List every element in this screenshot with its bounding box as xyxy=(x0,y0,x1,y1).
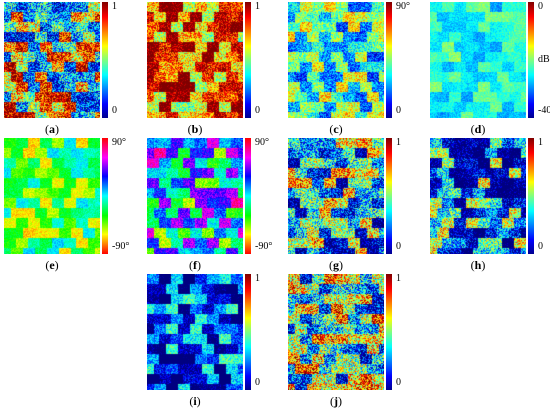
panel-caption: (f) xyxy=(189,258,201,272)
colorbar-a xyxy=(102,2,108,118)
panel-e: 90° -90° (e) xyxy=(4,137,132,272)
panel-d: 0 dB -40 (d) xyxy=(430,1,550,136)
colorbar-i xyxy=(245,274,251,390)
panel-caption: (i) xyxy=(189,394,201,408)
colorbar-g xyxy=(386,138,392,254)
map-canvas-i xyxy=(147,274,243,390)
panel-a: 1 0 (a) xyxy=(4,1,132,136)
map-image-f xyxy=(147,138,243,254)
colorbar-min-label: 0 xyxy=(112,105,117,116)
panel-h: 1 0 (h) xyxy=(430,137,550,272)
map-image-g xyxy=(288,138,384,254)
map-canvas-h xyxy=(430,138,526,254)
colorbar-min-label: 0 xyxy=(396,377,401,388)
colorbar-max-label: 90° xyxy=(396,1,410,12)
colorbar-min-label: 0 xyxy=(255,105,260,116)
colorbar-min-label: 0 xyxy=(396,241,401,252)
map-canvas-j xyxy=(288,274,384,390)
map-image-j xyxy=(288,274,384,390)
map-canvas-g xyxy=(288,138,384,254)
colorbar-max-label: 1 xyxy=(255,1,260,12)
colorbar-max-label: 90° xyxy=(255,137,269,148)
map-image-i xyxy=(147,274,243,390)
map-canvas-b xyxy=(147,2,243,118)
map-canvas-f xyxy=(147,138,243,254)
map-image-c xyxy=(288,2,384,118)
colorbar-max-label: 1 xyxy=(255,273,260,284)
colorbar-unit-label: dB xyxy=(538,54,550,65)
panel-c: 90° 0 (c) xyxy=(288,1,416,136)
panel-b: 1 0 (b) xyxy=(147,1,275,136)
colorbar-j xyxy=(386,274,392,390)
colorbar-b xyxy=(245,2,251,118)
colorbar-max-label: 1 xyxy=(396,137,401,148)
panel-f: 90° -90° (f) xyxy=(147,137,275,272)
colorbar-min-label: -90° xyxy=(255,241,273,252)
colorbar-min-label: 0 xyxy=(538,241,543,252)
panel-caption: (c) xyxy=(329,122,343,136)
colorbar-c xyxy=(386,2,392,118)
panel-caption: (d) xyxy=(470,122,486,136)
panel-caption: (e) xyxy=(45,258,59,272)
panel-caption: (j) xyxy=(330,394,342,408)
colorbar-min-label: 0 xyxy=(255,377,260,388)
map-canvas-d xyxy=(430,2,526,118)
panel-i: 1 0 (i) xyxy=(147,273,275,408)
colorbar-min-label: 0 xyxy=(396,105,401,116)
colorbar-max-label: 1 xyxy=(538,137,543,148)
map-image-e xyxy=(4,138,100,254)
panel-caption: (b) xyxy=(187,122,203,136)
map-canvas-a xyxy=(4,2,100,118)
colorbar-f xyxy=(245,138,251,254)
panel-g: 1 0 (g) xyxy=(288,137,416,272)
map-canvas-c xyxy=(288,2,384,118)
map-image-d xyxy=(430,2,526,118)
panel-caption: (a) xyxy=(45,122,59,136)
colorbar-max-label: 0 xyxy=(538,1,543,12)
map-image-b xyxy=(147,2,243,118)
map-image-a xyxy=(4,2,100,118)
panel-caption: (g) xyxy=(329,258,343,272)
colorbar-min-label: -40 xyxy=(538,105,550,116)
colorbar-max-label: 1 xyxy=(112,1,117,12)
colorbar-d xyxy=(528,2,534,118)
colorbar-e xyxy=(102,138,108,254)
colorbar-h xyxy=(528,138,534,254)
panel-j: 1 0 (j) xyxy=(288,273,416,408)
map-canvas-e xyxy=(4,138,100,254)
panel-caption: (h) xyxy=(470,258,486,272)
colorbar-min-label: -90° xyxy=(112,241,130,252)
colorbar-max-label: 90° xyxy=(112,137,126,148)
map-image-h xyxy=(430,138,526,254)
colorbar-max-label: 1 xyxy=(396,273,401,284)
